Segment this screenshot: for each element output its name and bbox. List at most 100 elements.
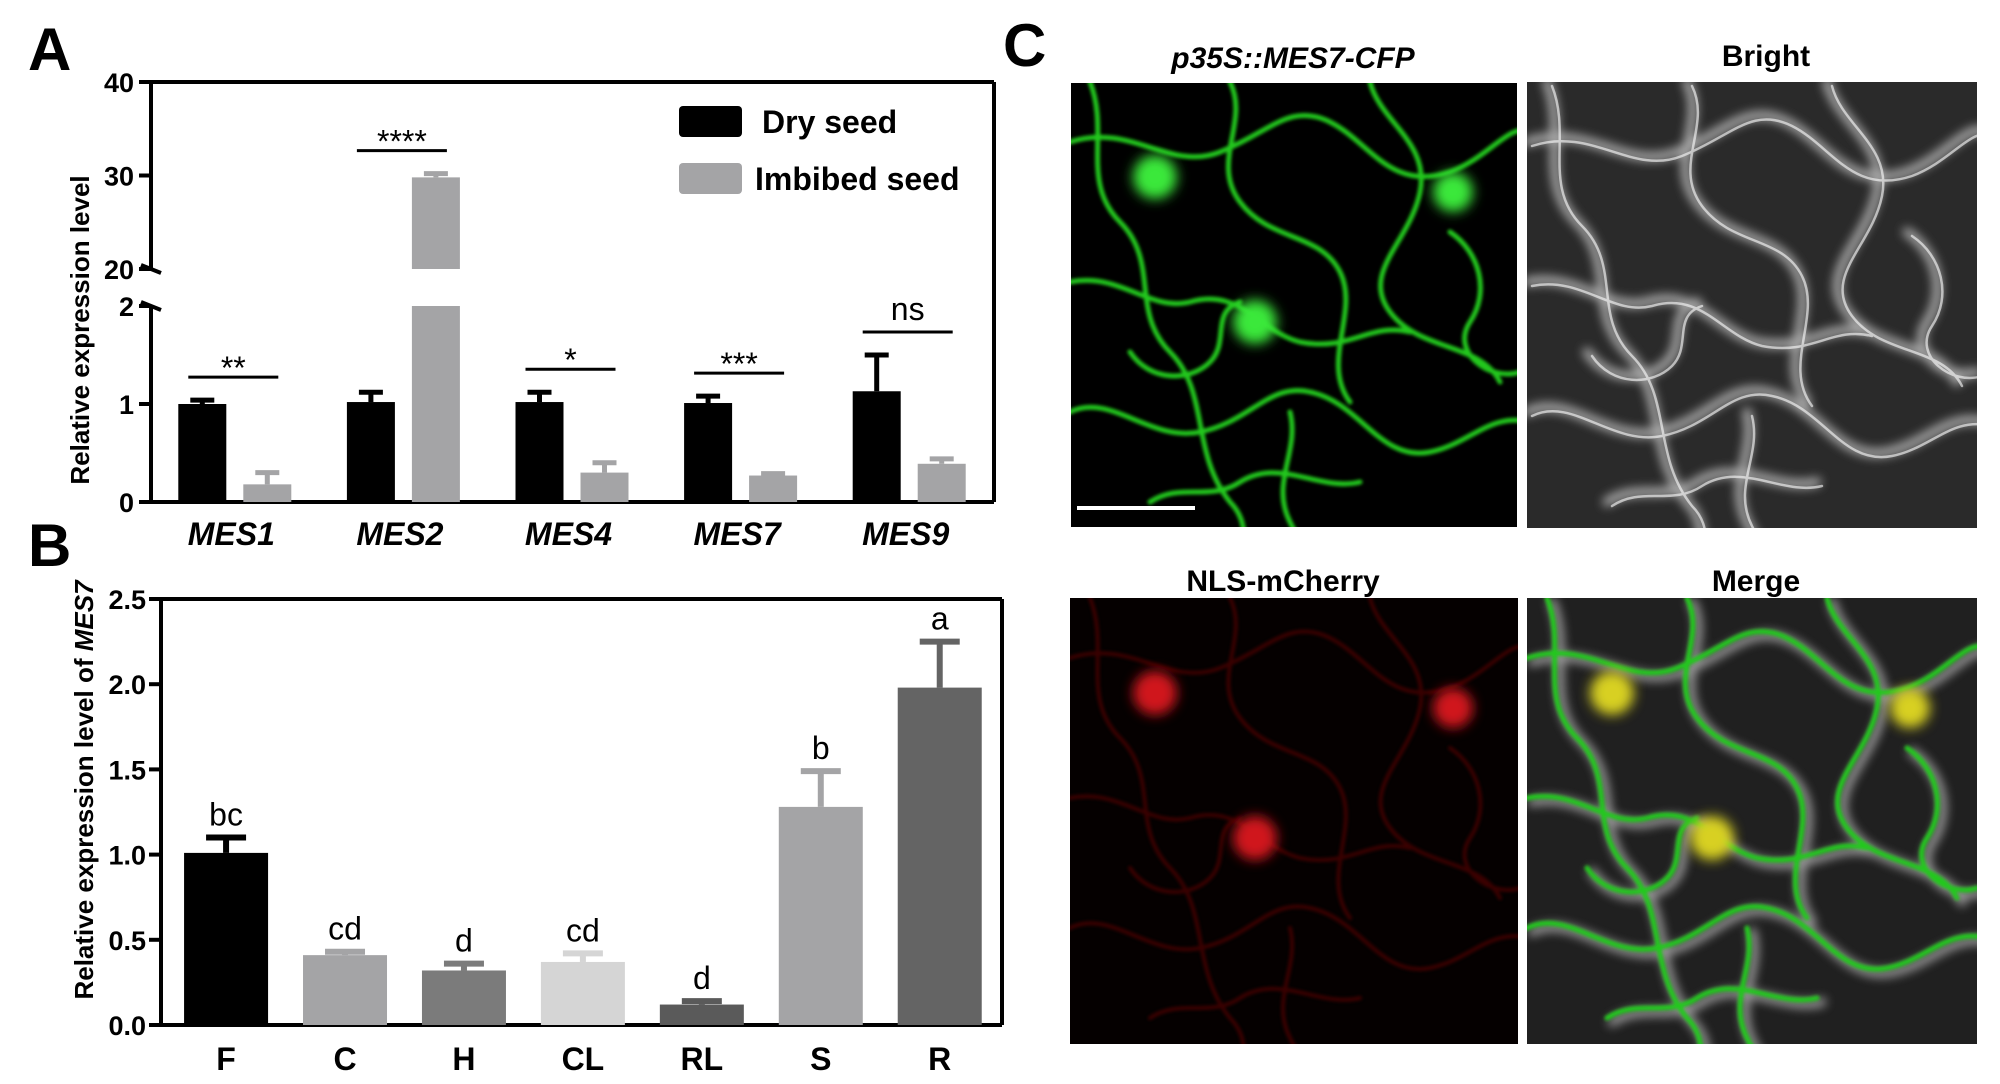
cell-wall xyxy=(1447,229,1518,377)
panel-a-significance: ******* ***ns xyxy=(188,124,953,386)
panel-a-bar xyxy=(684,403,733,502)
legend-label-imbibed-seed: Imbibed seed xyxy=(755,161,960,197)
panel-b-category-labels: F C H CL RL S R xyxy=(216,1041,951,1077)
panel-b-category-label: R xyxy=(928,1041,951,1077)
panel-c-micrographs: C p35S::MES7-CFP Bright NLS-mCherry Merg… xyxy=(1003,12,1977,1044)
nucleus-mcherry xyxy=(1433,688,1473,728)
panel-b-ticks: 0.0 0.5 1.0 1.5 2.0 2.5 xyxy=(108,585,161,1041)
cell-wall xyxy=(1128,816,1242,894)
cell-wall xyxy=(1582,297,1702,381)
panel-a-category-label: MES7 xyxy=(694,516,783,552)
cell-wall xyxy=(1147,470,1363,505)
cell-wall xyxy=(1527,628,1977,696)
cell-wall xyxy=(1550,84,1706,528)
title-cfp: p35S::MES7-CFP xyxy=(1170,42,1415,75)
panel-b-chart: B Relative expression level of MES7 0.00… xyxy=(28,512,1004,1077)
cell-wall xyxy=(1904,745,1977,893)
micrograph-nls-mcherry xyxy=(1070,598,1518,1044)
cell-wall xyxy=(1527,385,1977,458)
title-bright: Bright xyxy=(1722,40,1810,73)
cell-wall xyxy=(1610,475,1824,508)
cell-wall xyxy=(1527,110,1977,182)
cell-wall xyxy=(1225,82,1353,405)
panel-a-bar xyxy=(749,475,798,502)
cell-wall xyxy=(1280,409,1296,528)
panel-a-bar xyxy=(515,402,564,502)
panel-b-significance-letter: bc xyxy=(209,797,243,833)
cell-wall xyxy=(1822,82,1962,387)
cell-wall xyxy=(1607,988,1827,1027)
panel-a-category-label: MES2 xyxy=(356,516,443,552)
nucleus-cfp xyxy=(1133,155,1177,199)
cell-wall xyxy=(1527,903,1977,972)
cell-wall xyxy=(1830,84,1964,388)
panel-a-bar xyxy=(346,402,395,502)
panel-b-category-label: F xyxy=(216,1041,236,1077)
panel-a-tick-label: 20 xyxy=(104,255,134,285)
panel-a-chart: A Relative expression level 0 1 2 20 30 40 ME… xyxy=(28,16,996,552)
nucleus-mcherry xyxy=(1133,671,1177,715)
panel-b-significance-letter: d xyxy=(693,960,711,996)
micrograph-bright xyxy=(1527,82,1977,528)
micrograph-merge xyxy=(1527,598,1977,1044)
panel-b-bar xyxy=(778,806,863,1025)
panel-b-bars xyxy=(184,638,982,1025)
panel-a-y-axis-label: Relative expression level xyxy=(65,175,95,484)
cell-wall xyxy=(1737,925,1753,1044)
panel-b-letter: B xyxy=(28,512,71,579)
panel-a-bar xyxy=(852,391,901,502)
cell-wall xyxy=(1148,986,1362,1020)
panel-b-significance-letters: bc cd d cd d b a xyxy=(209,601,949,997)
title-cfp-prefix: p35S:: xyxy=(1170,42,1263,75)
legend-swatch-dry-seed xyxy=(679,106,742,137)
panel-b-significance-letter: cd xyxy=(566,912,600,948)
cell-wall xyxy=(1680,82,1812,407)
cell-wall xyxy=(1280,926,1296,1044)
panel-a-significance-label: *** xyxy=(720,346,757,382)
panel-b-bar xyxy=(540,961,625,1025)
nucleus-mcherry xyxy=(1233,816,1277,860)
cell-wall xyxy=(1740,927,1759,1044)
nucleus-merge xyxy=(1590,671,1634,715)
cell-wall xyxy=(1743,414,1756,528)
panel-b-bar xyxy=(303,955,388,1025)
nucleus-merge xyxy=(1690,816,1734,860)
panel-b-tick-label: 0.5 xyxy=(108,926,146,956)
cell-wall xyxy=(1070,904,1518,972)
panel-b-category-label: C xyxy=(333,1041,356,1077)
panel-b-significance-letter: b xyxy=(812,730,830,766)
panel-b-y-axis-label-gene: MES7 xyxy=(69,579,99,651)
cell-wall xyxy=(1689,84,1814,408)
title-nls-mcherry: NLS-mCherry xyxy=(1186,565,1380,598)
panel-b-bar xyxy=(421,970,506,1025)
micrograph-cfp xyxy=(1070,82,1518,528)
panel-a-category-labels: MES1 MES2 MES4 MES7 MES9 xyxy=(188,516,950,552)
cell-wall xyxy=(1530,118,1977,182)
panel-b-significance-letter: cd xyxy=(328,911,362,947)
panel-a-category-label: MES9 xyxy=(862,516,949,552)
panel-a-bar-lower xyxy=(411,306,460,502)
cell-wall xyxy=(1590,304,1704,382)
cell-wall xyxy=(1070,387,1518,456)
panel-a-significance-label: ** xyxy=(221,350,246,386)
panel-a-tick-label: 2 xyxy=(119,292,134,322)
panel-b-y-axis-label-text: Relative expression level of xyxy=(69,651,99,999)
panel-b-significance-letter: d xyxy=(455,923,473,959)
nucleus-cfp xyxy=(1433,172,1473,212)
panel-b-tick-label: 2.0 xyxy=(108,670,146,700)
panel-a-bar xyxy=(243,484,292,502)
cell-wall xyxy=(1604,986,1820,1021)
cell-wall xyxy=(1070,629,1518,695)
cell-wall xyxy=(1530,283,1874,350)
panel-b-tick-label: 2.5 xyxy=(108,585,146,615)
legend-swatch-imbibed-seed xyxy=(679,163,742,194)
cell-wall xyxy=(1602,468,1822,507)
panel-b-bar xyxy=(897,687,982,1025)
cell-wall xyxy=(1088,598,1246,1044)
cell-wall xyxy=(1542,82,1705,528)
panel-a-bar xyxy=(917,463,966,502)
panel-a-significance-label: * xyxy=(564,342,576,378)
cell-wall xyxy=(1368,598,1502,900)
cell-wall xyxy=(1367,82,1503,385)
